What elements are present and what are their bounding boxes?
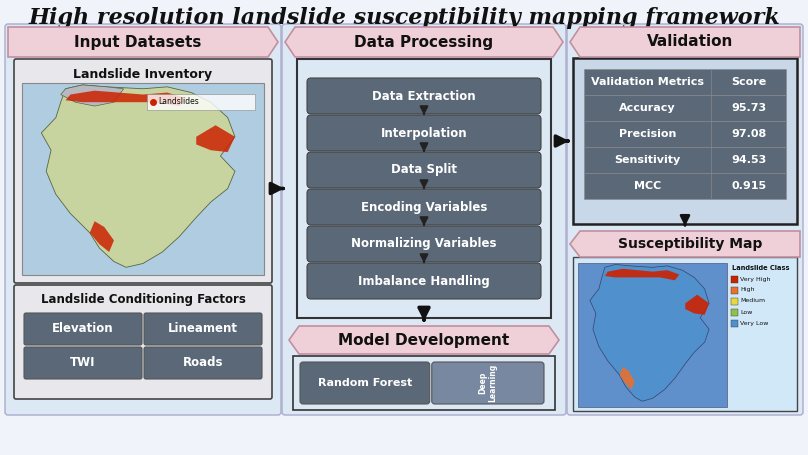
Polygon shape (285, 27, 563, 57)
FancyBboxPatch shape (731, 298, 738, 305)
Text: Random Forest: Random Forest (318, 378, 412, 388)
FancyBboxPatch shape (573, 257, 797, 411)
Text: MCC: MCC (634, 181, 661, 191)
FancyBboxPatch shape (24, 313, 142, 345)
Text: 0.915: 0.915 (731, 181, 766, 191)
FancyBboxPatch shape (431, 362, 544, 404)
FancyBboxPatch shape (307, 226, 541, 262)
FancyBboxPatch shape (282, 24, 566, 415)
Polygon shape (570, 231, 800, 257)
Polygon shape (605, 269, 680, 280)
FancyBboxPatch shape (307, 115, 541, 151)
FancyBboxPatch shape (307, 189, 541, 225)
FancyBboxPatch shape (584, 147, 786, 173)
Text: TWI: TWI (70, 357, 96, 369)
Text: Susceptibility Map: Susceptibility Map (618, 237, 762, 251)
FancyBboxPatch shape (307, 263, 541, 299)
FancyBboxPatch shape (14, 285, 272, 399)
Text: Input Datasets: Input Datasets (74, 35, 202, 50)
FancyBboxPatch shape (731, 320, 738, 327)
Text: Low: Low (740, 309, 752, 314)
Text: Normalizing Variables: Normalizing Variables (351, 238, 497, 251)
Text: Landslide Class: Landslide Class (732, 265, 789, 271)
Text: Very Low: Very Low (740, 320, 768, 325)
Text: Interpolation: Interpolation (381, 126, 467, 140)
Text: High resolution landslide susceptibility mapping framework: High resolution landslide susceptibility… (28, 7, 780, 29)
Polygon shape (590, 264, 709, 401)
FancyBboxPatch shape (307, 78, 541, 114)
FancyBboxPatch shape (584, 69, 786, 95)
FancyBboxPatch shape (731, 276, 738, 283)
FancyBboxPatch shape (584, 121, 786, 147)
Polygon shape (289, 326, 559, 354)
Polygon shape (41, 85, 235, 268)
Text: Accuracy: Accuracy (619, 103, 676, 113)
FancyBboxPatch shape (584, 173, 786, 199)
Polygon shape (685, 295, 709, 315)
FancyBboxPatch shape (567, 24, 803, 415)
FancyBboxPatch shape (22, 83, 264, 275)
Polygon shape (61, 85, 124, 106)
Text: Validation Metrics: Validation Metrics (591, 77, 704, 87)
FancyBboxPatch shape (573, 58, 797, 224)
Polygon shape (196, 125, 235, 152)
FancyBboxPatch shape (293, 356, 555, 410)
FancyBboxPatch shape (5, 24, 281, 415)
FancyBboxPatch shape (300, 362, 430, 404)
FancyBboxPatch shape (584, 95, 786, 121)
FancyBboxPatch shape (144, 347, 262, 379)
Text: Landslide Conditioning Factors: Landslide Conditioning Factors (40, 293, 246, 306)
Text: Imbalance Handling: Imbalance Handling (358, 274, 490, 288)
Text: Data Processing: Data Processing (355, 35, 494, 50)
Text: Roads: Roads (183, 357, 223, 369)
Polygon shape (65, 91, 187, 106)
Polygon shape (90, 221, 114, 252)
Polygon shape (620, 367, 634, 390)
Text: Landslides: Landslides (158, 97, 199, 106)
Text: Medium: Medium (740, 298, 765, 303)
Text: Elevation: Elevation (53, 323, 114, 335)
Text: 94.53: 94.53 (731, 155, 766, 165)
FancyBboxPatch shape (307, 152, 541, 188)
Text: Precision: Precision (619, 129, 676, 139)
Text: Data Extraction: Data Extraction (372, 90, 476, 102)
Text: High: High (740, 288, 755, 293)
FancyBboxPatch shape (297, 59, 551, 318)
Polygon shape (8, 27, 278, 57)
Text: Score: Score (731, 77, 766, 87)
Polygon shape (570, 27, 800, 57)
FancyBboxPatch shape (731, 309, 738, 316)
Text: Encoding Variables: Encoding Variables (361, 201, 487, 213)
FancyBboxPatch shape (144, 313, 262, 345)
Text: Data Split: Data Split (391, 163, 457, 177)
Text: Sensitivity: Sensitivity (615, 155, 681, 165)
FancyBboxPatch shape (147, 94, 255, 110)
FancyBboxPatch shape (578, 263, 727, 407)
Text: Deep
Learning: Deep Learning (478, 364, 498, 402)
Text: Model Development: Model Development (339, 333, 510, 348)
Text: Landslide Inventory: Landslide Inventory (74, 68, 213, 81)
Text: 95.73: 95.73 (731, 103, 766, 113)
FancyBboxPatch shape (24, 347, 142, 379)
Text: Lineament: Lineament (168, 323, 238, 335)
Text: Validation: Validation (647, 35, 733, 50)
Text: 97.08: 97.08 (731, 129, 766, 139)
Text: Very High: Very High (740, 277, 771, 282)
FancyBboxPatch shape (731, 287, 738, 294)
FancyBboxPatch shape (14, 59, 272, 283)
